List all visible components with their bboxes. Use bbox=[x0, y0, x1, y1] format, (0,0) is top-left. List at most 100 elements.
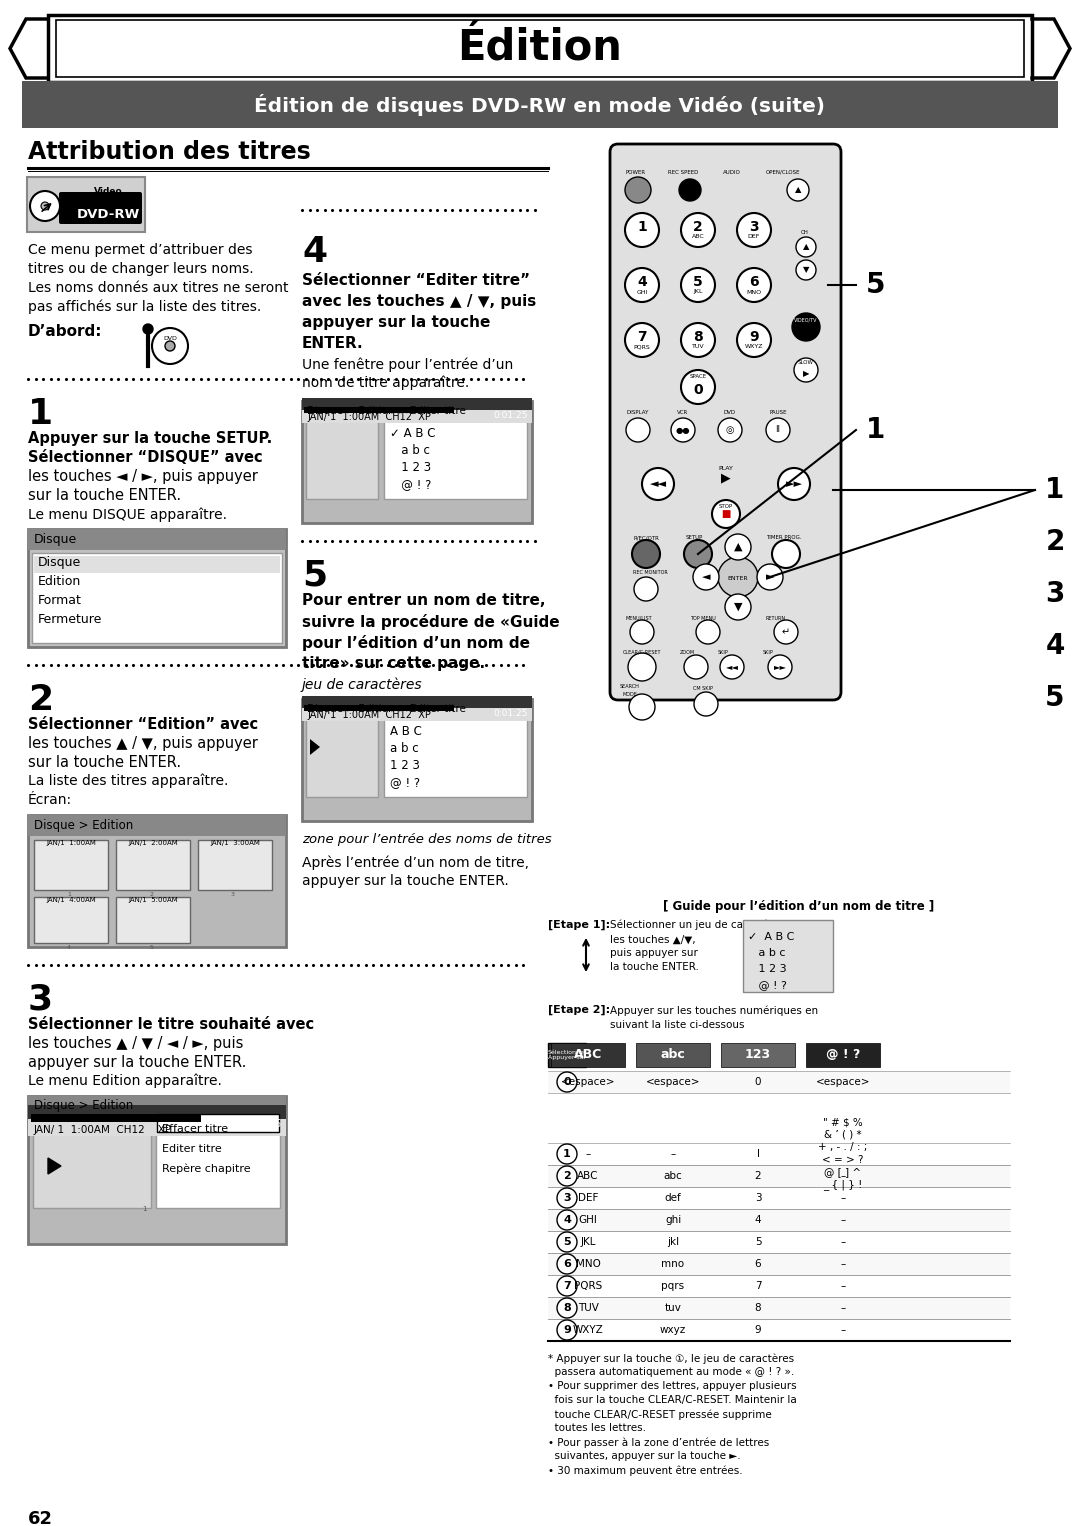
Polygon shape bbox=[48, 1158, 60, 1173]
Point bbox=[372, 366, 389, 391]
Bar bbox=[28, 1096, 286, 1244]
Circle shape bbox=[720, 655, 744, 679]
Text: avec les touches ▲ / ▼, puis: avec les touches ▲ / ▼, puis bbox=[302, 295, 537, 308]
Circle shape bbox=[696, 620, 720, 644]
Point bbox=[147, 952, 164, 977]
Point bbox=[72, 653, 90, 678]
Point bbox=[338, 198, 355, 223]
Text: ✓  A B C: ✓ A B C bbox=[748, 932, 795, 942]
Point bbox=[200, 366, 217, 391]
Point bbox=[507, 653, 524, 678]
Bar bbox=[306, 719, 378, 797]
Bar bbox=[156, 1119, 280, 1209]
Bar bbox=[548, 1071, 1010, 1093]
Text: 2: 2 bbox=[755, 1170, 761, 1181]
Point bbox=[432, 366, 449, 391]
Text: [Etape 1]:: [Etape 1]: bbox=[548, 920, 610, 931]
Point bbox=[237, 366, 254, 391]
Point bbox=[154, 952, 172, 977]
Text: ENTER: ENTER bbox=[728, 577, 748, 581]
Bar bbox=[33, 839, 108, 890]
Point bbox=[132, 952, 149, 977]
Point bbox=[462, 653, 480, 678]
Text: PQRS: PQRS bbox=[634, 345, 650, 349]
Point bbox=[481, 198, 498, 223]
Text: 0: 0 bbox=[755, 1077, 761, 1087]
Point bbox=[35, 366, 52, 391]
Text: @ ! ?: @ ! ? bbox=[390, 777, 420, 789]
Text: @ ! ?: @ ! ? bbox=[826, 1048, 860, 1062]
Text: 5: 5 bbox=[149, 945, 153, 951]
Text: MENU/LIST: MENU/LIST bbox=[626, 617, 652, 621]
Point bbox=[65, 366, 82, 391]
Text: pqrs: pqrs bbox=[661, 1280, 685, 1291]
Point bbox=[368, 198, 386, 223]
Text: PAUSE: PAUSE bbox=[769, 410, 786, 415]
Point bbox=[335, 653, 352, 678]
Point bbox=[117, 653, 134, 678]
Point bbox=[94, 952, 111, 977]
Point bbox=[421, 198, 438, 223]
Point bbox=[72, 952, 90, 977]
Point bbox=[364, 653, 381, 678]
Text: Appuyer sur les touches numériques en
suivant la liste ci-dessous: Appuyer sur les touches numériques en su… bbox=[610, 1006, 819, 1030]
Point bbox=[315, 198, 333, 223]
Text: 3: 3 bbox=[28, 983, 53, 1016]
Point bbox=[477, 366, 495, 391]
Circle shape bbox=[684, 655, 708, 679]
Text: 2: 2 bbox=[149, 893, 153, 897]
Circle shape bbox=[629, 694, 654, 720]
Point bbox=[109, 366, 126, 391]
Point bbox=[414, 198, 431, 223]
Text: Disque > Edition: Disque > Edition bbox=[33, 819, 133, 833]
Text: 4: 4 bbox=[563, 1215, 571, 1225]
Circle shape bbox=[625, 214, 659, 247]
Text: SPACE: SPACE bbox=[689, 374, 706, 380]
Text: Sélectionner “DISQUE” avec: Sélectionner “DISQUE” avec bbox=[28, 450, 262, 465]
Point bbox=[462, 952, 480, 977]
Circle shape bbox=[681, 269, 715, 302]
Text: Disque: Disque bbox=[38, 555, 81, 569]
Point bbox=[102, 952, 119, 977]
Point bbox=[57, 952, 75, 977]
Point bbox=[132, 366, 149, 391]
Point bbox=[387, 366, 404, 391]
Point bbox=[376, 530, 393, 554]
Point bbox=[481, 530, 498, 554]
Text: nom de titre apparaître.: nom de titre apparaître. bbox=[302, 375, 469, 391]
Point bbox=[237, 952, 254, 977]
Text: fois sur la touche CLEAR/C-RESET. Maintenir la: fois sur la touche CLEAR/C-RESET. Mainte… bbox=[548, 1395, 797, 1405]
Bar bbox=[31, 1114, 201, 1122]
Point bbox=[447, 952, 464, 977]
Text: PQRS: PQRS bbox=[573, 1280, 603, 1291]
Text: JKL: JKL bbox=[580, 1238, 596, 1247]
Text: DVD: DVD bbox=[163, 337, 177, 342]
Text: 0: 0 bbox=[693, 383, 703, 397]
Point bbox=[488, 198, 505, 223]
Text: ►►: ►► bbox=[785, 479, 802, 488]
Point bbox=[282, 952, 299, 977]
Text: JAN/1  3:00AM: JAN/1 3:00AM bbox=[211, 839, 260, 845]
Text: MNO: MNO bbox=[576, 1259, 600, 1270]
Text: Ce menu permet d’attribuer des: Ce menu permet d’attribuer des bbox=[28, 243, 253, 256]
Point bbox=[507, 952, 524, 977]
Point bbox=[294, 530, 311, 554]
Point bbox=[147, 366, 164, 391]
Circle shape bbox=[627, 653, 656, 681]
Bar bbox=[33, 555, 280, 572]
Text: jeu de caractères: jeu de caractères bbox=[302, 678, 422, 691]
Point bbox=[192, 952, 210, 977]
Text: JAN/1  4:00AM: JAN/1 4:00AM bbox=[46, 897, 96, 903]
Bar bbox=[28, 1096, 286, 1116]
Text: jkl: jkl bbox=[667, 1238, 679, 1247]
Point bbox=[185, 952, 202, 977]
Bar bbox=[48, 15, 1032, 82]
Circle shape bbox=[757, 565, 783, 591]
Text: 9: 9 bbox=[755, 1325, 761, 1335]
Point bbox=[514, 366, 531, 391]
Point bbox=[162, 366, 179, 391]
Point bbox=[305, 653, 322, 678]
Text: 2: 2 bbox=[693, 220, 703, 233]
Text: abc: abc bbox=[663, 1170, 683, 1181]
Text: toutes les lettres.: toutes les lettres. bbox=[548, 1424, 646, 1433]
